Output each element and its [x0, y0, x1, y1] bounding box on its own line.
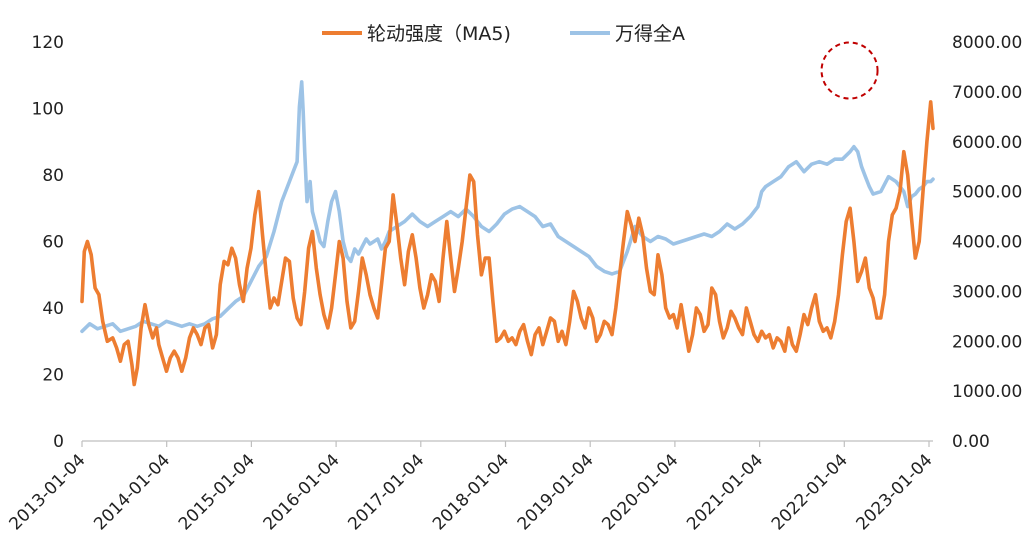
x-tick-label: 2019-01-04	[514, 450, 598, 534]
y-right-tick-label: 4000.00	[952, 233, 1022, 253]
annotation-layer	[820, 41, 879, 100]
legend-label: 轮动强度（MA5)	[367, 23, 511, 45]
x-tick-label: 2023-01-04	[853, 450, 937, 534]
legend-item-blue: 万得全A	[570, 23, 685, 45]
x-tick-label: 2015-01-04	[175, 450, 259, 534]
y-right-tick-label: 0.00	[952, 432, 990, 452]
x-axis-ticks: 2013-01-04 2014-01-04 2015-01-04 2016-01-04…	[6, 441, 937, 534]
y-right-tick-label: 2000.00	[952, 332, 1022, 352]
series-layer	[80, 80, 935, 387]
y-left-tick-label: 40	[42, 299, 64, 319]
y-left-tick-label: 100	[32, 100, 64, 120]
x-tick-label: 2022-01-04	[768, 450, 852, 534]
y-left-tick-label: 0	[53, 432, 64, 452]
y-right-tick-label: 3000.00	[952, 282, 1022, 302]
y-left-tick-label: 60	[42, 233, 64, 253]
highlight-circle	[820, 41, 879, 100]
y-right-tick-label: 7000.00	[952, 83, 1022, 103]
legend-label: 万得全A	[615, 23, 685, 45]
x-tick-label: 2014-01-04	[90, 450, 174, 534]
y-right-tick-label: 5000.00	[952, 183, 1022, 203]
x-tick-label: 2016-01-04	[260, 450, 344, 534]
x-tick-label: 2020-01-04	[598, 450, 682, 534]
legend: 轮动强度（MA5) 万得全A	[322, 23, 685, 45]
series-line-wind-all-a	[80, 80, 935, 334]
y-right-tick-label: 1000.00	[952, 382, 1022, 402]
right-axis-ticks: 0.00 1000.00 2000.00 3000.00 4000.00 5000.00 6…	[952, 33, 1022, 452]
series-line-rotation-strength	[80, 100, 935, 387]
left-axis-ticks: 0 20 40 60 80 100 120	[32, 33, 64, 452]
y-right-tick-label: 6000.00	[952, 133, 1022, 153]
x-tick-label: 2021-01-04	[683, 450, 767, 534]
y-left-tick-label: 80	[42, 166, 64, 186]
x-tick-label: 2013-01-04	[6, 450, 90, 534]
x-tick-label: 2018-01-04	[429, 450, 513, 534]
y-left-tick-label: 20	[42, 366, 64, 386]
y-left-tick-label: 120	[32, 33, 64, 53]
x-tick-label: 2017-01-04	[344, 450, 428, 534]
legend-item-orange: 轮动强度（MA5)	[322, 23, 511, 45]
y-right-tick-label: 8000.00	[952, 33, 1022, 53]
